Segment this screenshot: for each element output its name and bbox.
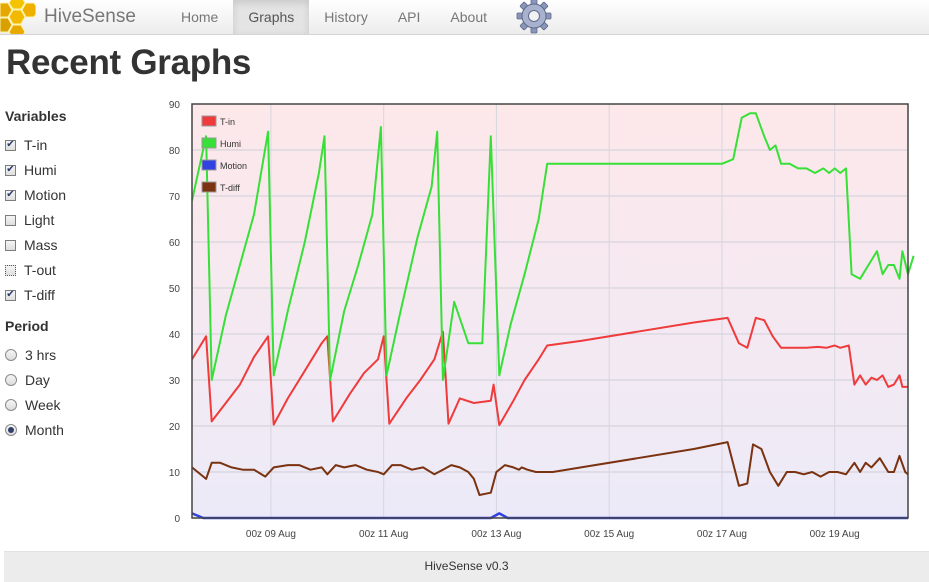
legend-swatch <box>201 159 217 171</box>
legend-swatch <box>201 115 217 127</box>
nav-graphs-label: Graphs <box>248 9 295 25</box>
legend-label: T-diff <box>220 183 240 193</box>
variable-t-in[interactable]: ✔ T-in <box>5 135 47 155</box>
period-month[interactable]: Month <box>5 420 64 440</box>
nav-home-label: Home <box>181 9 219 25</box>
main-nav: Home Graphs History API About <box>166 0 502 34</box>
variable-label: T-in <box>24 137 48 153</box>
nav-home[interactable]: Home <box>166 0 233 34</box>
plot-background <box>192 104 908 518</box>
y-tick-label: 0 <box>174 514 180 525</box>
y-tick-label: 10 <box>169 468 181 479</box>
period-label: Week <box>25 397 61 413</box>
footer: HiveSense v0.3 <box>4 551 929 582</box>
period-3hrs[interactable]: 3 hrs <box>5 345 56 365</box>
x-tick-label: 00z 19 Aug <box>810 529 860 540</box>
series-line-humi <box>191 112 915 381</box>
variable-label: Motion <box>24 187 67 203</box>
period-label: Day <box>25 372 50 388</box>
gear-icon[interactable] <box>515 0 553 34</box>
variable-t-diff[interactable]: ✔ T-diff <box>5 285 55 305</box>
y-tick-label: 80 <box>169 146 181 157</box>
radio-month[interactable] <box>5 424 17 436</box>
x-tick-label: 00z 11 Aug <box>359 529 408 540</box>
y-tick-label: 90 <box>169 100 181 111</box>
y-tick-label: 50 <box>169 284 181 295</box>
checkbox-humi[interactable]: ✔ <box>5 164 16 176</box>
checkbox-t-diff[interactable]: ✔ <box>5 289 16 301</box>
nav-api[interactable]: API <box>383 0 436 34</box>
checkbox-motion[interactable]: ✔ <box>5 189 16 201</box>
variable-label: Mass <box>24 237 58 253</box>
radio-selected-dot <box>8 427 14 433</box>
navbar: HiveSense Home Graphs History API About <box>0 0 929 35</box>
variable-mass[interactable]: Mass <box>5 235 57 255</box>
legend-swatch <box>201 137 217 149</box>
x-tick-label: 00z 09 Aug <box>246 529 296 540</box>
honeycomb-logo-icon <box>0 0 36 34</box>
variable-label: Light <box>24 212 55 228</box>
legend-swatch <box>201 181 217 193</box>
page-title: Recent Graphs <box>6 43 252 82</box>
x-tick-label: 00z 15 Aug <box>584 529 634 540</box>
legend-label: Humi <box>220 139 241 149</box>
period-week[interactable]: Week <box>5 395 61 415</box>
nav-about[interactable]: About <box>435 0 502 34</box>
variable-label: Humi <box>24 162 57 178</box>
nav-history[interactable]: History <box>309 0 383 34</box>
x-tick-label: 00z 17 Aug <box>697 529 747 540</box>
period-day[interactable]: Day <box>5 370 50 390</box>
variable-t-out[interactable]: T-out <box>5 260 56 280</box>
radio-3hrs[interactable] <box>5 349 17 361</box>
sensor-line-chart: 0 10 20 30 40 50 60 70 80 90 00z 09 Aug 00z 11 Aug 0… <box>169 100 915 540</box>
legend-label: T-in <box>220 117 235 127</box>
series-line-t-in <box>191 316 908 427</box>
checkbox-t-out[interactable] <box>5 264 16 276</box>
period-title: Period <box>5 318 49 334</box>
y-tick-label: 20 <box>169 422 181 433</box>
legend-label: Motion <box>220 161 247 171</box>
checkbox-mass[interactable] <box>5 239 16 251</box>
plot-frame <box>191 103 909 519</box>
variable-light[interactable]: Light <box>5 210 54 230</box>
period-label: Month <box>25 422 64 438</box>
y-tick-label: 30 <box>169 376 181 387</box>
y-tick-label: 60 <box>169 238 181 249</box>
x-tick-label: 00z 13 Aug <box>471 529 521 540</box>
y-tick-label: 40 <box>169 330 181 341</box>
radio-week[interactable] <box>5 399 17 411</box>
series-line-t-diff <box>191 441 909 496</box>
nav-about-label: About <box>450 9 488 25</box>
nav-graphs[interactable]: Graphs <box>233 0 310 34</box>
y-tick-label: 70 <box>169 192 181 203</box>
nav-api-label: API <box>397 9 421 25</box>
nav-history-label: History <box>324 9 368 25</box>
radio-day[interactable] <box>5 374 17 386</box>
variable-motion[interactable]: ✔ Motion <box>5 185 66 205</box>
checkbox-light[interactable] <box>5 214 16 226</box>
variable-label: T-diff <box>24 287 55 303</box>
variable-label: T-out <box>24 262 56 278</box>
brand[interactable]: HiveSense <box>0 0 136 34</box>
variable-humi[interactable]: ✔ Humi <box>5 160 57 180</box>
period-label: 3 hrs <box>25 347 57 363</box>
brand-name: HiveSense <box>44 6 136 27</box>
footer-version: HiveSense v0.3 <box>424 559 509 573</box>
checkbox-t-in[interactable]: ✔ <box>5 139 16 151</box>
variables-title: Variables <box>5 108 67 124</box>
